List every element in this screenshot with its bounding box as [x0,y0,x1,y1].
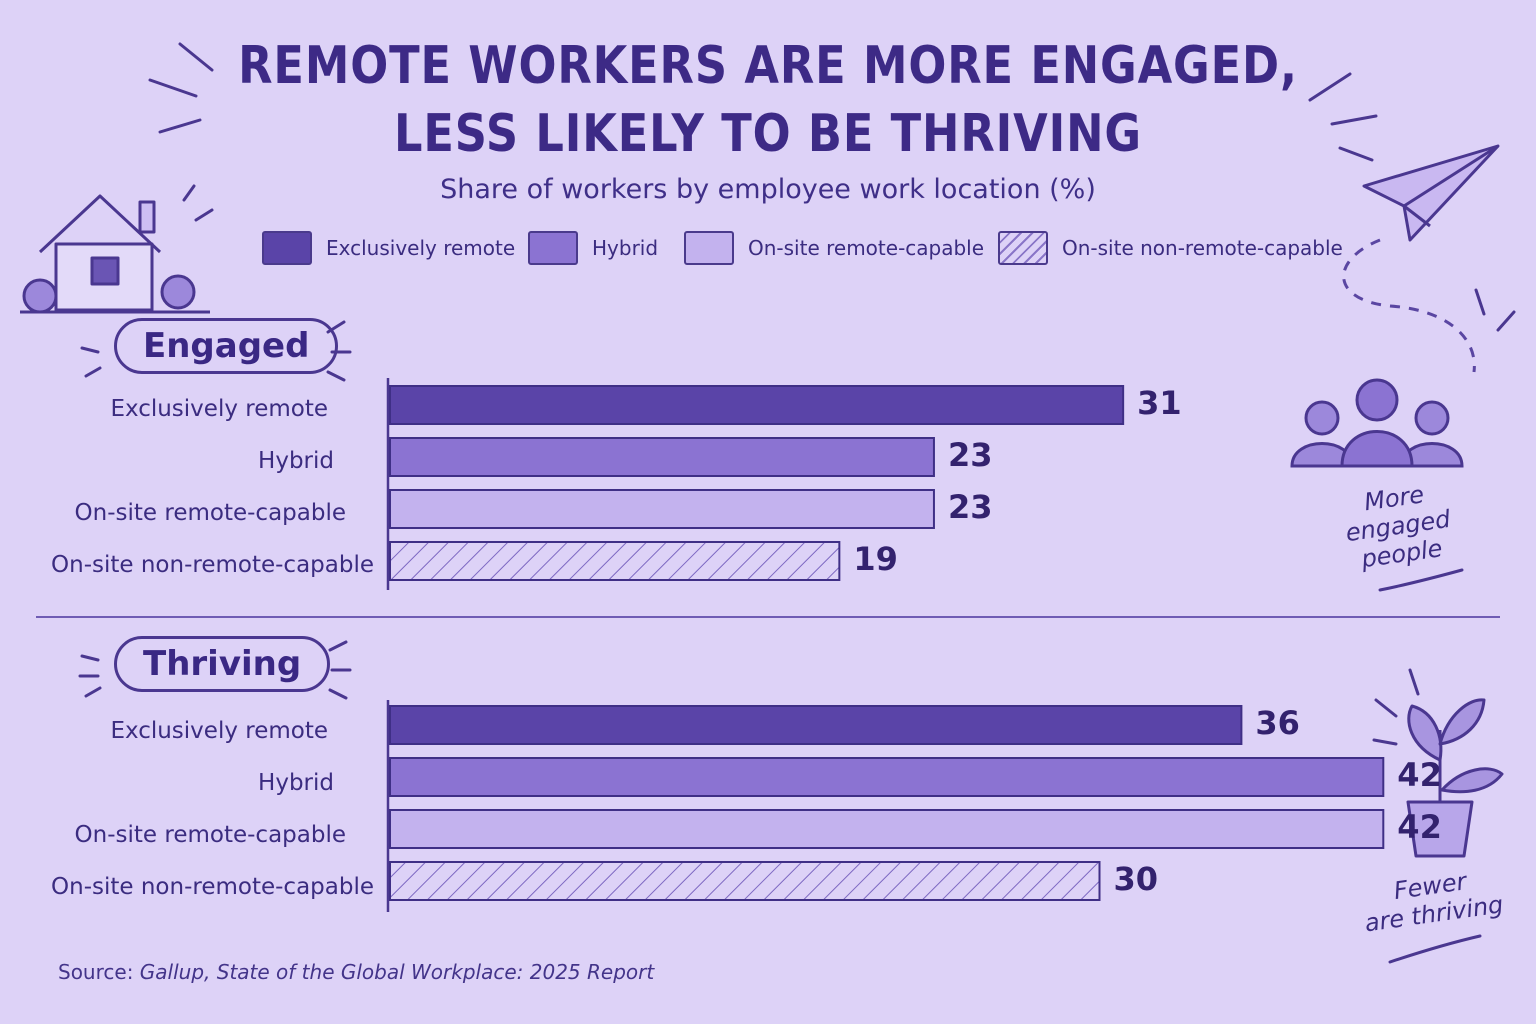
paper-plane-icon [1362,144,1500,242]
thriving-category-label: Hybrid [258,770,334,796]
legend-swatch [262,231,312,265]
title-line-1: REMOTE WORKERS ARE MORE ENGAGED, [238,36,1298,96]
house-icon [20,194,210,314]
plant-icon [1406,698,1504,858]
legend-label: On-site non-remote-capable [1062,236,1343,260]
engaged-bars [389,385,1125,581]
thriving-value-label: 30 [1113,860,1159,898]
engaged-category-label: On-site non-remote-capable [51,552,374,578]
engaged-bar [389,437,935,477]
legend-item-on-site-non-remote-capable: On-site non-remote-capable [998,230,1343,266]
legend-swatch [684,231,734,265]
source-text: Gallup, State of the Global Workplace: 2… [139,960,655,984]
legend-item-on-site-remote-capable: On-site remote-capable [684,230,984,266]
legend-label: Exclusively remote [326,236,516,260]
plane-trail-icon [1342,238,1476,373]
thriving-bar [389,809,1385,849]
chart-subtitle: Share of workers by employee work locati… [440,174,1096,205]
engaged-value-label: 31 [1137,384,1182,422]
people-group-icon [1290,378,1464,468]
title-burst-right-icon [1308,72,1378,162]
source-prefix: Source: [58,960,134,984]
legend-item-hybrid: Hybrid [528,230,658,266]
source-note: Source: Gallup, State of the Global Work… [58,960,654,984]
legend-item-exclusively-remote: Exclusively remote [262,230,515,266]
thriving-value-label: 42 [1397,756,1442,794]
thriving-category-label: Exclusively remote [110,718,328,744]
thriving-bar [389,757,1385,797]
engaged-heading: Engaged [114,318,339,374]
legend-label: On-site remote-capable [748,236,985,260]
thriving-category-label: On-site remote-capable [74,822,346,848]
engaged-value-label: 23 [947,488,993,526]
engaged-category-label: On-site remote-capable [74,500,346,526]
engaged-category-label: Exclusively remote [110,396,328,422]
legend-label: Hybrid [592,236,659,260]
engaged-bar [389,385,1125,425]
thriving-value-label: 36 [1255,704,1300,742]
thriving-bars [389,705,1385,901]
engaged-bar [389,541,841,581]
legend-swatch [528,231,578,265]
engaged-bar [389,489,935,529]
legend-swatch [998,231,1048,265]
thriving-value-label: 42 [1397,808,1442,846]
title-burst-left-icon [148,42,214,134]
engaged-value-label: 19 [853,540,898,578]
thriving-heading: Thriving [114,636,331,692]
thriving-category-label: On-site non-remote-capable [51,874,374,900]
thriving-bar [389,705,1243,745]
title-line-2: LESS LIKELY TO BE THRIVING [394,104,1142,164]
engaged-category-label: Hybrid [258,448,334,474]
engaged-value-label: 23 [947,436,993,474]
thriving-bar [389,861,1101,901]
